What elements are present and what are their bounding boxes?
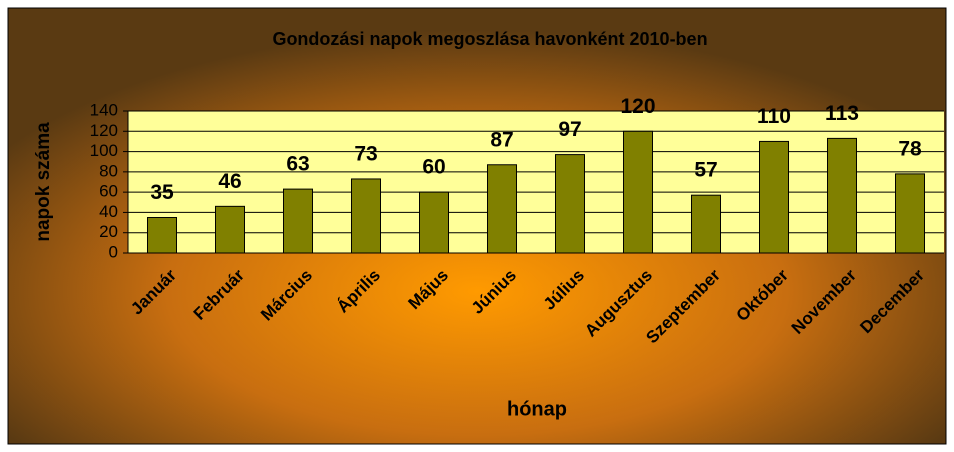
- y-axis-title: napok száma: [33, 122, 54, 242]
- bar: [419, 191, 449, 254]
- bar: [555, 154, 585, 254]
- bar: [215, 205, 245, 254]
- bar: [827, 137, 857, 254]
- y-tick-label: 40: [99, 202, 118, 221]
- data-label: 35: [150, 181, 174, 204]
- y-tick-label: 100: [90, 141, 118, 160]
- y-tick-label: 0: [109, 242, 118, 261]
- y-tick-label: 140: [90, 100, 118, 119]
- data-label: 60: [422, 156, 445, 179]
- x-axis-title: hónap: [507, 398, 567, 420]
- bar: [759, 140, 789, 254]
- y-tick-label: 120: [90, 121, 118, 140]
- bar: [487, 164, 517, 254]
- bar: [351, 178, 381, 254]
- y-tick-label: 80: [99, 161, 118, 180]
- data-label: 113: [825, 102, 859, 125]
- chart-title: Gondozási napok megoszlása havonként 201…: [272, 29, 707, 49]
- y-tick-label: 20: [99, 222, 118, 241]
- data-label: 87: [490, 128, 513, 151]
- bar: [623, 130, 653, 254]
- bar: [147, 217, 177, 254]
- data-label: 46: [218, 170, 241, 193]
- data-label: 73: [354, 143, 377, 166]
- data-label: 97: [558, 118, 581, 141]
- data-label: 63: [286, 153, 309, 176]
- plot-area: [128, 111, 944, 253]
- data-label: 120: [620, 95, 655, 118]
- bar: [895, 173, 925, 254]
- data-label: 78: [898, 137, 922, 160]
- data-label: 57: [694, 159, 717, 182]
- bar: [283, 188, 313, 254]
- y-tick-label: 60: [99, 182, 118, 201]
- data-label: 110: [757, 105, 791, 128]
- bar: [691, 194, 721, 254]
